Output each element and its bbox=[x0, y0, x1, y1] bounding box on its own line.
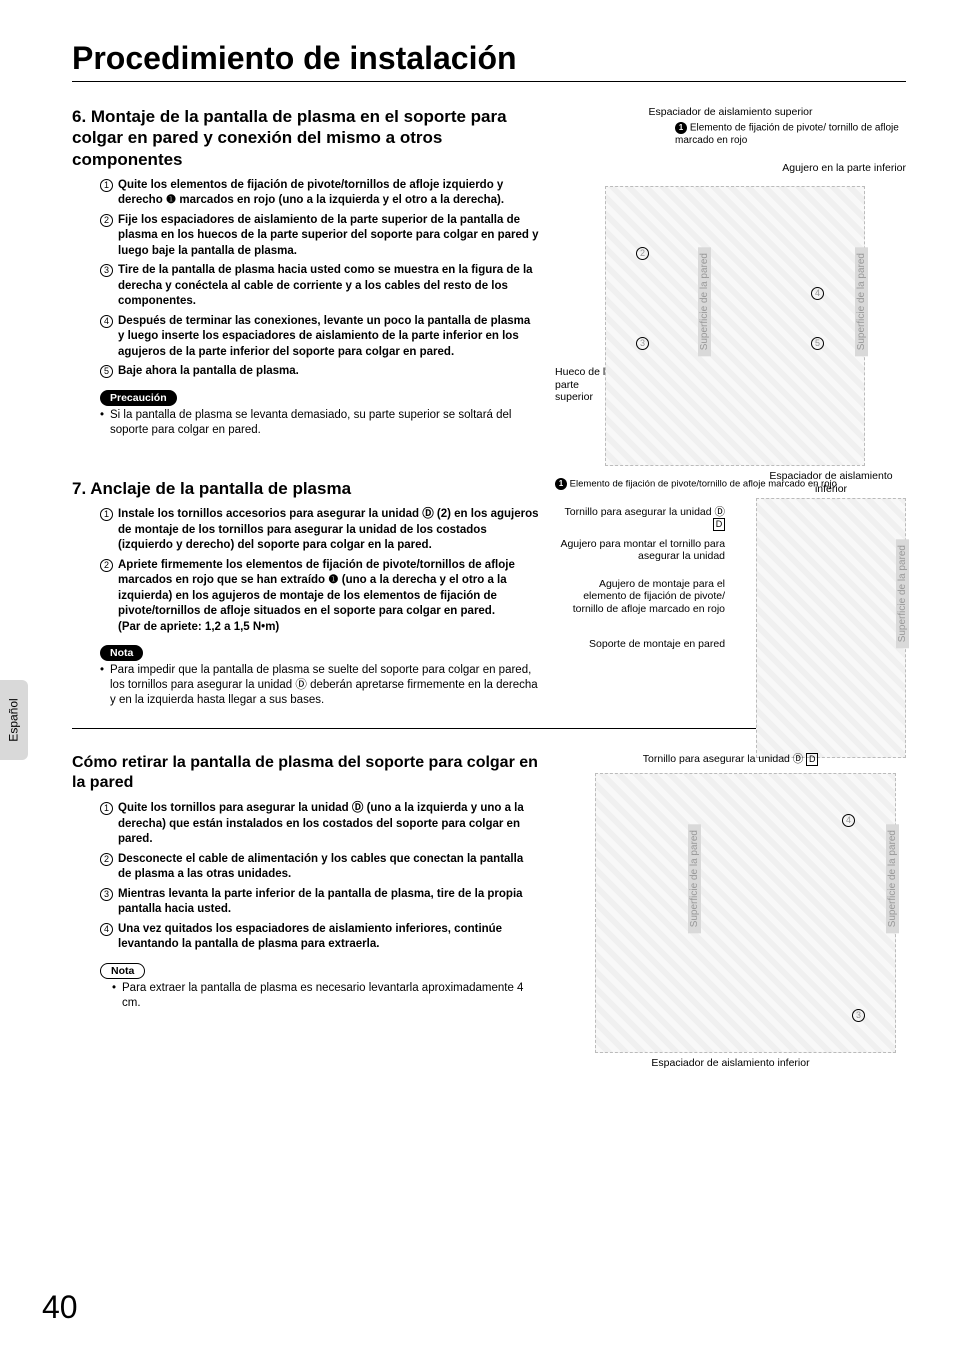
step-item: 5Baje ahora la pantalla de plasma. bbox=[100, 364, 539, 380]
ref-D-icon: D bbox=[806, 753, 818, 766]
step-item: 1Instale los tornillos accesorios para a… bbox=[100, 507, 539, 554]
diag8-top-text: Tornillo para asegurar la unidad Ⓓ bbox=[643, 753, 804, 765]
step-item: 3Tire de la pantalla de plasma hacia ust… bbox=[100, 263, 539, 310]
ref-1-icon: 1 bbox=[675, 122, 687, 134]
step-text: Mientras levanta la parte inferior de la… bbox=[118, 888, 523, 916]
diag7-header-text: Elemento de fijación de pivote/tornillo … bbox=[570, 478, 837, 489]
diag8-top: Tornillo para asegurar la unidad Ⓓ D bbox=[555, 753, 906, 766]
diag-callout-1: 1 Elemento de fijación de pivote/ tornil… bbox=[675, 122, 906, 147]
section-6-text: 6. Montaje de la pantalla de plasma en e… bbox=[72, 106, 539, 438]
diagram-placeholder: 2 3 4 5 Superficie de la pared Superfici… bbox=[605, 186, 865, 466]
section-7-text: 7. Anclaje de la pantalla de plasma 1Ins… bbox=[72, 478, 539, 708]
ref-5-icon: 5 bbox=[811, 337, 824, 350]
wall-label: Superficie de la pared bbox=[886, 824, 899, 933]
note-label: Nota bbox=[100, 963, 145, 979]
section-7: 7. Anclaje de la pantalla de plasma 1Ins… bbox=[72, 478, 906, 708]
step-text: Desconecte el cable de alimentación y lo… bbox=[118, 853, 523, 881]
section-8-heading: Cómo retirar la pantalla de plasma del s… bbox=[72, 753, 539, 793]
diagram-placeholder: Superficie de la pared bbox=[756, 498, 906, 758]
section-7-steps: 1Instale los tornillos accesorios para a… bbox=[100, 507, 539, 635]
ref-1-icon: 1 bbox=[555, 478, 567, 490]
section-8-text: Cómo retirar la pantalla de plasma del s… bbox=[72, 753, 539, 1011]
step-text: Apriete firmemente los elementos de fija… bbox=[118, 559, 515, 633]
step-text: Quite los tornillos para asegurar la uni… bbox=[118, 802, 524, 845]
ref-4-icon: 4 bbox=[842, 814, 855, 827]
page-title: Procedimiento de instalación bbox=[72, 40, 906, 82]
diag8-bottom: Espaciador de aislamiento inferior bbox=[555, 1057, 906, 1070]
ref-4-icon: 4 bbox=[811, 287, 824, 300]
ref-2-icon: 2 bbox=[636, 247, 649, 260]
step-text: Instale los tornillos accesorios para as… bbox=[118, 508, 539, 551]
step-item: 1Quite los tornillos para asegurar la un… bbox=[100, 801, 539, 848]
ref-3-icon: 3 bbox=[636, 337, 649, 350]
step-item: 3Mientras levanta la parte inferior de l… bbox=[100, 887, 539, 918]
section-6: 6. Montaje de la pantalla de plasma en e… bbox=[72, 106, 906, 438]
diag-callout-2: Agujero en la parte inferior bbox=[726, 162, 906, 175]
diag7-l3: Agujero de montaje para el elemento de f… bbox=[555, 578, 725, 616]
step-item: 2Desconecte el cable de alimentación y l… bbox=[100, 852, 539, 883]
step-text: Después de terminar las conexiones, leva… bbox=[118, 315, 530, 358]
section-6-diagram: Espaciador de aislamiento superior 1 Ele… bbox=[555, 106, 906, 438]
step-text: Fije los espaciadores de aislamiento de … bbox=[118, 214, 539, 257]
step-text: Una vez quitados los espaciadores de ais… bbox=[118, 923, 502, 951]
note-text: Para extraer la pantalla de plasma es ne… bbox=[112, 981, 539, 1011]
diag-callout-1-text: Elemento de fijación de pivote/ tornillo… bbox=[675, 123, 899, 146]
section-7-heading: 7. Anclaje de la pantalla de plasma bbox=[72, 478, 539, 499]
section-6-steps: 1Quite los elementos de fijación de pivo… bbox=[100, 178, 539, 380]
wall-label: Superficie de la pared bbox=[688, 824, 701, 933]
page-number: 40 bbox=[42, 1289, 78, 1326]
step-item: 2Fije los espaciadores de aislamiento de… bbox=[100, 213, 539, 260]
diag7-l2: Agujero para montar el tornillo para ase… bbox=[555, 538, 725, 563]
step-text: Tire de la pantalla de plasma hacia uste… bbox=[118, 264, 533, 307]
section-8-diagram: Tornillo para asegurar la unidad Ⓓ D 4 3… bbox=[555, 753, 906, 1011]
diagram-placeholder: 4 3 Superficie de la pared Superficie de… bbox=[595, 773, 896, 1053]
wall-label: Superficie de la pared bbox=[698, 247, 711, 356]
step-item: 1Quite los elementos de fijación de pivo… bbox=[100, 178, 539, 209]
ref-D-icon: D bbox=[713, 518, 725, 531]
language-tab-label: Español bbox=[7, 698, 21, 741]
diag7-header: 1 Elemento de fijación de pivote/tornill… bbox=[555, 478, 906, 490]
section-8-steps: 1Quite los tornillos para asegurar la un… bbox=[100, 801, 539, 953]
note-label: Nota bbox=[100, 645, 143, 661]
note-text: Para impedir que la pantalla de plasma s… bbox=[100, 663, 539, 708]
step-text: Baje ahora la pantalla de plasma. bbox=[118, 365, 299, 377]
diag-top-label: Espaciador de aislamiento superior bbox=[555, 106, 906, 119]
section-6-heading: 6. Montaje de la pantalla de plasma en e… bbox=[72, 106, 539, 170]
diag7-l1-text: Tornillo para asegurar la unidad Ⓓ bbox=[565, 506, 726, 518]
language-tab: Español bbox=[0, 680, 28, 760]
diag7-l1: Tornillo para asegurar la unidad Ⓓ D bbox=[555, 506, 725, 532]
step-item: 4Después de terminar las conexiones, lev… bbox=[100, 314, 539, 361]
section-7-diagram: 1 Elemento de fijación de pivote/tornill… bbox=[555, 478, 906, 708]
section-8: Cómo retirar la pantalla de plasma del s… bbox=[72, 753, 906, 1011]
step-item: 2Apriete firmemente los elementos de fij… bbox=[100, 558, 539, 636]
caution-label: Precaución bbox=[100, 390, 177, 406]
wall-label: Superficie de la pared bbox=[896, 539, 909, 648]
ref-3-icon: 3 bbox=[852, 1009, 865, 1022]
step-text: Quite los elementos de fijación de pivot… bbox=[118, 179, 504, 207]
caution-text: Si la pantalla de plasma se levanta dema… bbox=[100, 408, 539, 438]
wall-label: Superficie de la pared bbox=[855, 247, 868, 356]
step-item: 4Una vez quitados los espaciadores de ai… bbox=[100, 922, 539, 953]
diag7-l4: Soporte de montaje en pared bbox=[555, 638, 725, 651]
